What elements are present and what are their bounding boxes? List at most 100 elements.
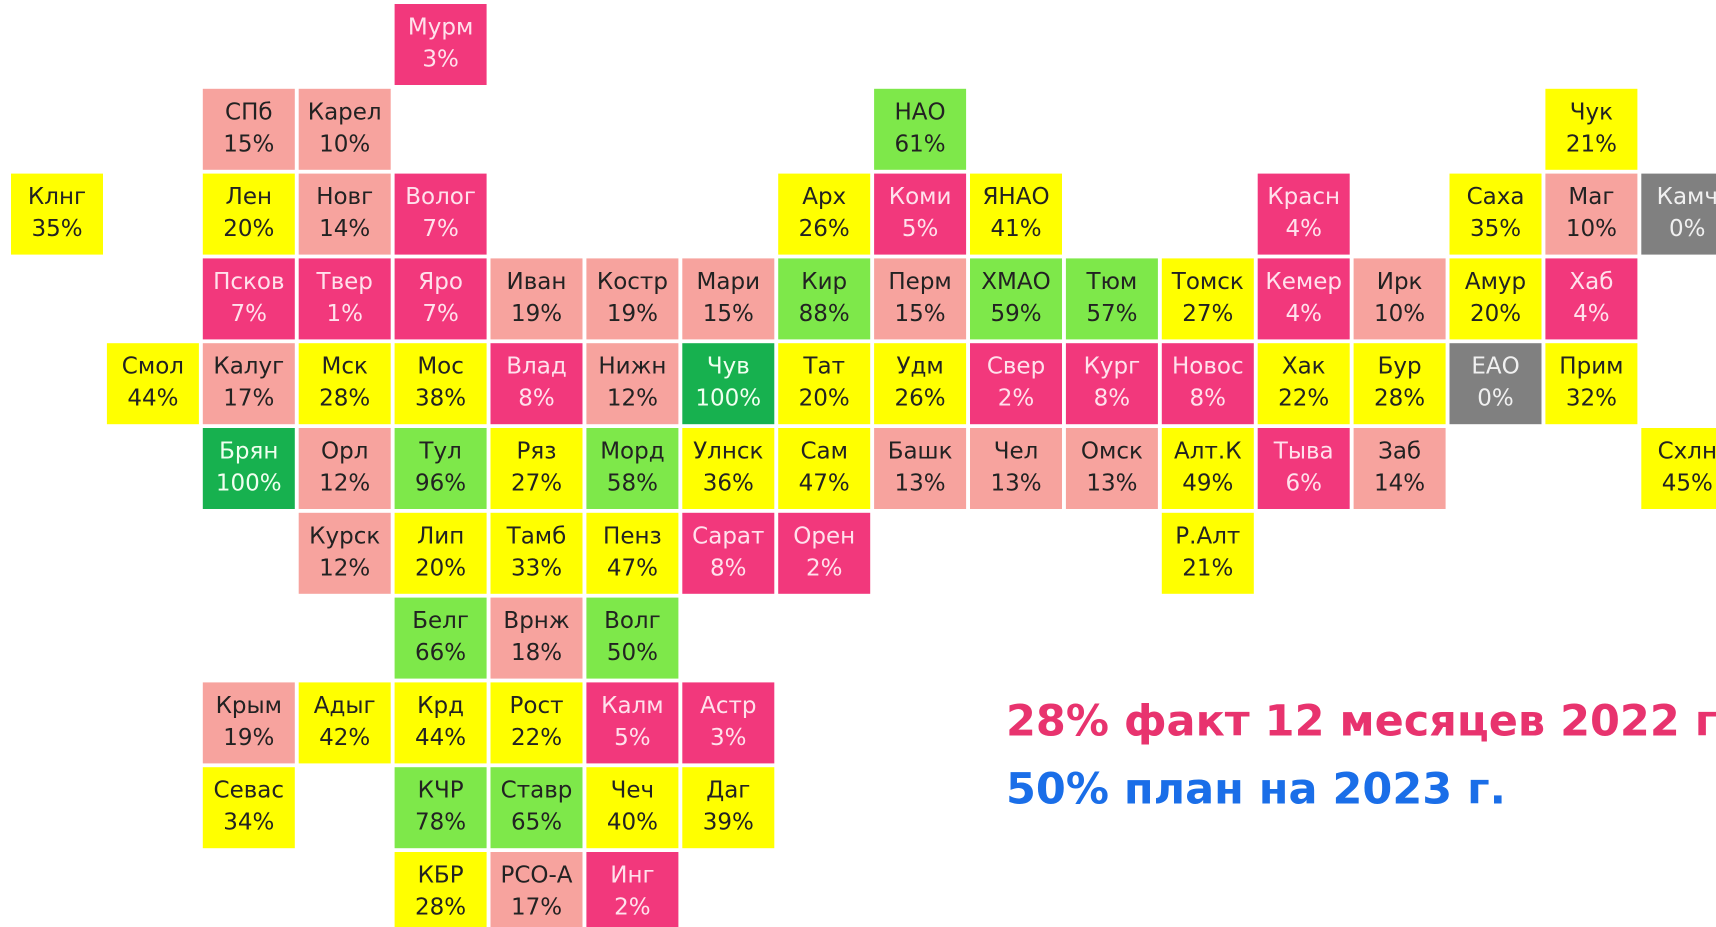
region-name: Р.Алт xyxy=(1175,523,1240,549)
region-tile xyxy=(874,88,967,170)
region-tile xyxy=(490,852,583,927)
region-value: 1% xyxy=(326,301,363,327)
region-tile xyxy=(298,173,391,255)
region-tile xyxy=(202,258,295,340)
region-name: Крым xyxy=(216,693,282,719)
region-tile xyxy=(1065,428,1158,509)
region-value: 40% xyxy=(607,810,658,836)
region-tile xyxy=(202,682,295,764)
region-value: 19% xyxy=(607,301,658,327)
region-tile xyxy=(778,258,871,340)
region-tile xyxy=(1065,258,1158,340)
region-name: Белг xyxy=(412,608,469,634)
region-tile xyxy=(586,428,679,509)
region-value: 8% xyxy=(1094,386,1131,412)
region-tile xyxy=(490,767,583,849)
region-tile xyxy=(778,343,871,425)
region-name: Ставр xyxy=(501,778,573,804)
region-value: 66% xyxy=(415,640,466,666)
region-name: Новг xyxy=(316,184,373,210)
region-name: Крд xyxy=(417,693,464,719)
region-name: Башк xyxy=(888,439,953,465)
region-value: 27% xyxy=(1182,301,1233,327)
region-value: 21% xyxy=(1182,555,1233,581)
region-tile xyxy=(490,428,583,509)
region-name: Камч xyxy=(1657,184,1716,210)
region-name: Арх xyxy=(802,184,846,210)
region-value: 8% xyxy=(518,386,555,412)
region-name: Пенз xyxy=(603,523,662,549)
region-value: 100% xyxy=(216,471,282,497)
region-name: Прим xyxy=(1559,354,1623,380)
region-value: 33% xyxy=(511,555,562,581)
region-tile xyxy=(1545,173,1638,255)
region-name: Мск xyxy=(322,354,368,380)
region-tile xyxy=(1353,343,1446,425)
region-value: 7% xyxy=(231,301,268,327)
region-name: Костр xyxy=(597,269,668,295)
region-value: 35% xyxy=(31,216,82,242)
region-name: Кург xyxy=(1084,354,1141,380)
region-value: 15% xyxy=(223,131,274,157)
region-value: 6% xyxy=(1285,471,1322,497)
region-value: 0% xyxy=(1477,386,1514,412)
region-value: 20% xyxy=(1470,301,1521,327)
region-tile xyxy=(490,597,583,679)
region-tile xyxy=(394,428,487,509)
region-name: Маг xyxy=(1568,184,1614,210)
legend-fact: 28% факт 12 месяцев 2022 г. xyxy=(1006,697,1716,747)
region-tile xyxy=(586,512,679,594)
region-name: Кир xyxy=(801,269,847,295)
region-value: 88% xyxy=(799,301,850,327)
region-name: КЧР xyxy=(418,778,464,804)
region-value: 7% xyxy=(422,216,459,242)
region-value: 61% xyxy=(895,131,946,157)
region-name: ХМАО xyxy=(981,269,1050,295)
region-name: Тул xyxy=(418,439,461,465)
region-name: Ирк xyxy=(1377,269,1423,295)
region-name: Тат xyxy=(802,354,845,380)
region-value: 44% xyxy=(127,386,178,412)
region-name: Клнг xyxy=(28,184,86,210)
region-value: 10% xyxy=(1374,301,1425,327)
region-name: Яро xyxy=(418,269,463,295)
region-value: 8% xyxy=(710,555,747,581)
region-name: Адыг xyxy=(314,693,376,719)
region-tile xyxy=(394,852,487,927)
region-tile xyxy=(298,512,391,594)
region-tile xyxy=(1161,512,1254,594)
region-value: 5% xyxy=(614,725,651,751)
region-tile xyxy=(1065,343,1158,425)
region-name: Иван xyxy=(507,269,567,295)
region-tile xyxy=(394,767,487,849)
region-tile xyxy=(682,512,775,594)
region-name: Коми xyxy=(889,184,952,210)
region-name: Схлн xyxy=(1658,439,1716,465)
region-value: 3% xyxy=(710,725,747,751)
region-value: 35% xyxy=(1470,216,1521,242)
region-tile xyxy=(202,767,295,849)
region-tile xyxy=(394,173,487,255)
region-value: 17% xyxy=(511,895,562,921)
region-value: 41% xyxy=(990,216,1041,242)
region-tile xyxy=(586,258,679,340)
region-name: Бур xyxy=(1378,354,1422,380)
region-value: 19% xyxy=(511,301,562,327)
region-tile xyxy=(1257,428,1350,509)
region-value: 20% xyxy=(223,216,274,242)
region-value: 78% xyxy=(415,810,466,836)
region-name: Рост xyxy=(510,693,564,719)
region-value: 47% xyxy=(799,471,850,497)
region-tile xyxy=(586,682,679,764)
region-value: 65% xyxy=(511,810,562,836)
region-name: Кемер xyxy=(1265,269,1342,295)
region-name: Инг xyxy=(610,863,654,889)
region-name: Влад xyxy=(506,354,566,380)
region-tile xyxy=(1257,258,1350,340)
region-name: Амур xyxy=(1465,269,1526,295)
region-tile xyxy=(394,512,487,594)
region-tile xyxy=(1449,258,1542,340)
region-name: Тыва xyxy=(1273,439,1334,465)
region-tile xyxy=(1257,173,1350,255)
